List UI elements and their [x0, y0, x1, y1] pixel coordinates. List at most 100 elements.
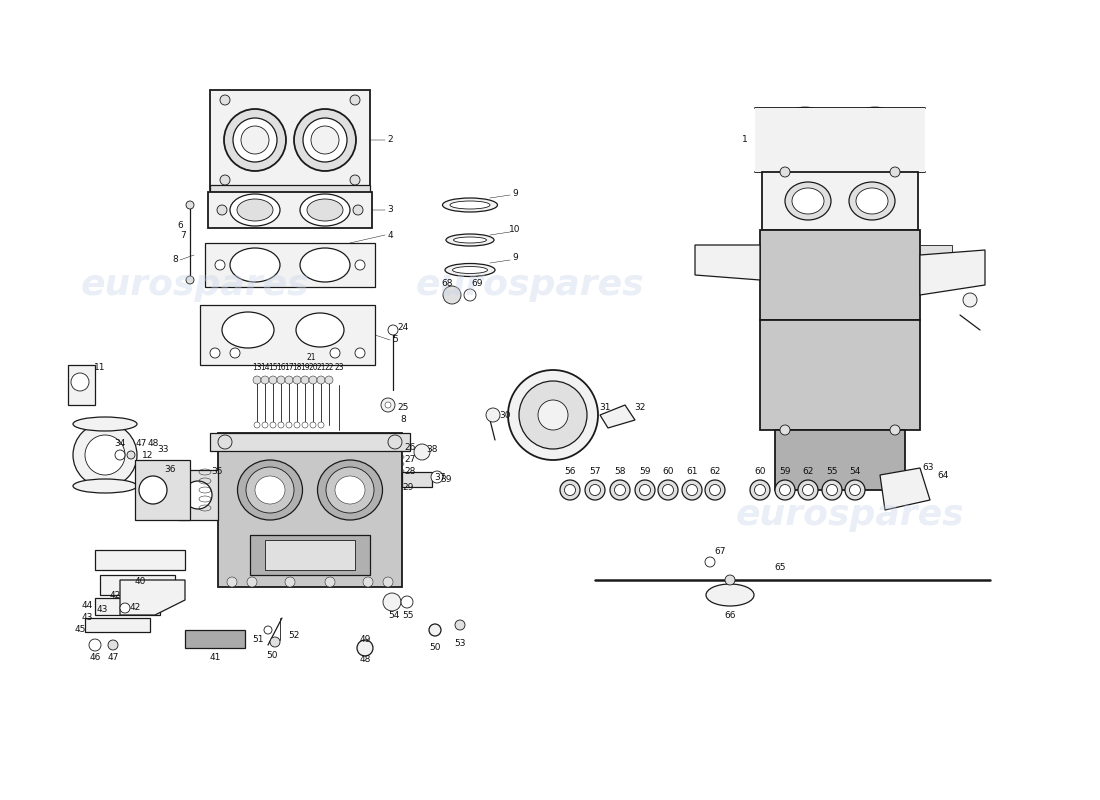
Text: eurospares: eurospares	[736, 498, 965, 532]
Text: 30: 30	[499, 410, 510, 419]
Text: 59: 59	[779, 467, 791, 477]
Circle shape	[73, 423, 138, 487]
Polygon shape	[200, 305, 375, 365]
Ellipse shape	[246, 467, 294, 513]
Circle shape	[262, 422, 268, 428]
Ellipse shape	[798, 480, 818, 500]
Ellipse shape	[241, 126, 270, 154]
Text: 55: 55	[826, 467, 838, 477]
Text: 42: 42	[130, 602, 141, 611]
Ellipse shape	[639, 485, 650, 495]
Circle shape	[725, 575, 735, 585]
Ellipse shape	[300, 248, 350, 282]
Ellipse shape	[236, 199, 273, 221]
Text: 56: 56	[564, 467, 575, 477]
Ellipse shape	[73, 417, 138, 431]
Text: 69: 69	[471, 278, 483, 287]
Text: 40: 40	[134, 578, 145, 586]
Text: 48: 48	[147, 439, 158, 449]
Circle shape	[286, 422, 292, 428]
Text: 27: 27	[405, 455, 416, 465]
Circle shape	[486, 408, 500, 422]
Ellipse shape	[442, 198, 497, 212]
Circle shape	[890, 425, 900, 435]
Text: 36: 36	[164, 466, 176, 474]
Ellipse shape	[849, 485, 860, 495]
Circle shape	[353, 205, 363, 215]
Ellipse shape	[610, 480, 630, 500]
Text: 16: 16	[276, 362, 286, 371]
Circle shape	[254, 422, 260, 428]
Polygon shape	[100, 575, 175, 595]
Text: 7: 7	[180, 230, 186, 239]
Circle shape	[139, 476, 167, 504]
Circle shape	[220, 95, 230, 105]
Ellipse shape	[856, 188, 888, 214]
Polygon shape	[85, 618, 150, 632]
Polygon shape	[755, 108, 925, 172]
Text: 66: 66	[724, 610, 736, 619]
Bar	[185, 630, 245, 648]
Circle shape	[310, 422, 316, 428]
Text: 9: 9	[513, 254, 518, 262]
Polygon shape	[95, 550, 185, 570]
Circle shape	[294, 422, 300, 428]
Text: 68: 68	[441, 278, 453, 287]
Polygon shape	[880, 468, 929, 510]
Circle shape	[358, 640, 373, 656]
Text: 31: 31	[600, 403, 610, 413]
Text: 49: 49	[360, 635, 371, 645]
Circle shape	[363, 577, 373, 587]
Circle shape	[443, 286, 461, 304]
Circle shape	[217, 205, 227, 215]
Text: 67: 67	[714, 547, 726, 557]
Circle shape	[386, 463, 400, 477]
Ellipse shape	[453, 237, 486, 243]
Ellipse shape	[750, 480, 770, 500]
Circle shape	[414, 444, 430, 460]
Ellipse shape	[682, 480, 702, 500]
Circle shape	[317, 376, 324, 384]
Circle shape	[355, 260, 365, 270]
Circle shape	[210, 348, 220, 358]
Text: 32: 32	[635, 403, 646, 413]
Text: 17: 17	[284, 362, 294, 371]
Polygon shape	[95, 598, 160, 615]
Text: 15: 15	[268, 362, 278, 371]
Text: 6: 6	[177, 221, 183, 230]
Text: 1: 1	[742, 135, 748, 145]
Ellipse shape	[789, 124, 821, 156]
Text: 52: 52	[288, 630, 299, 639]
Ellipse shape	[785, 182, 830, 220]
Text: 43: 43	[97, 606, 108, 614]
Polygon shape	[776, 430, 905, 490]
Circle shape	[431, 471, 443, 483]
Circle shape	[285, 376, 293, 384]
Circle shape	[264, 626, 272, 634]
Circle shape	[388, 325, 398, 335]
Polygon shape	[218, 433, 402, 587]
Text: 50: 50	[266, 650, 277, 659]
Ellipse shape	[446, 234, 494, 246]
Ellipse shape	[662, 485, 673, 495]
Polygon shape	[402, 472, 432, 487]
Text: 26: 26	[405, 443, 416, 453]
Circle shape	[214, 260, 225, 270]
Text: 46: 46	[89, 653, 101, 662]
Ellipse shape	[780, 485, 791, 495]
Ellipse shape	[230, 248, 280, 282]
Ellipse shape	[826, 485, 837, 495]
Ellipse shape	[73, 479, 138, 493]
Text: 19: 19	[300, 362, 310, 371]
Ellipse shape	[452, 266, 487, 274]
Polygon shape	[120, 580, 185, 615]
Ellipse shape	[706, 584, 754, 606]
Text: 39: 39	[440, 475, 452, 485]
Ellipse shape	[658, 480, 678, 500]
Text: 11: 11	[95, 363, 106, 373]
Circle shape	[962, 293, 977, 307]
Circle shape	[184, 481, 212, 509]
Polygon shape	[210, 90, 370, 190]
Ellipse shape	[635, 480, 654, 500]
Text: 18: 18	[293, 362, 301, 371]
